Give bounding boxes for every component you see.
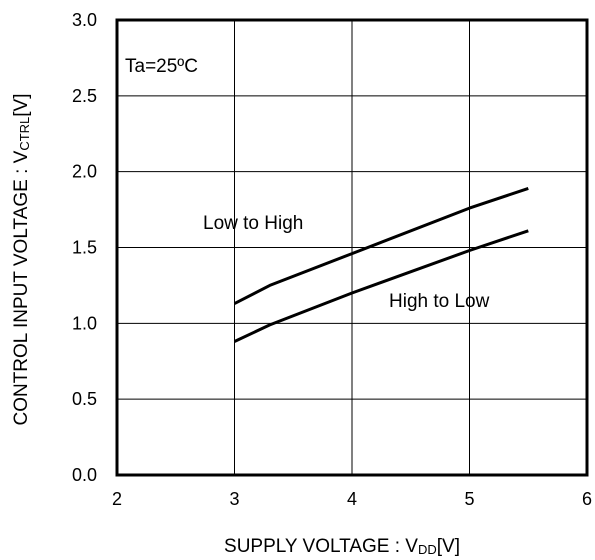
x-tick-label: 2 [112, 489, 122, 509]
y-tick-label: 0.0 [72, 465, 97, 485]
series-line-low-to-high [233, 186, 529, 305]
plot-frame [115, 18, 589, 477]
series-line-high-to-low [233, 229, 529, 343]
x-tick-label: 4 [347, 489, 357, 509]
x-axis-label-unit: [V] [437, 536, 460, 557]
y-axis-label: CONTROL INPUT VOLTAGE : VCTRL[V] [11, 93, 32, 425]
x-tick-label: 3 [229, 489, 239, 509]
x-tick-label: 5 [464, 489, 474, 509]
tick-labels: 2 3 4 5 6 0.0 0.5 1.0 1.5 2.0 2.5 3.0 [72, 10, 592, 509]
y-tick-label: 2.5 [72, 86, 97, 106]
y-tick-label: 1.5 [72, 238, 97, 258]
y-tick-label: 0.5 [72, 389, 97, 409]
x-axis-label-main: SUPPLY VOLTAGE : V [224, 536, 418, 557]
series-label-high-to-low: High to Low [389, 291, 490, 312]
grid [116, 19, 588, 476]
x-axis-label-subscript: DD [418, 542, 437, 557]
y-axis-label-unit: [V] [11, 93, 32, 116]
y-axis-label-main: CONTROL INPUT VOLTAGE : V [11, 150, 32, 425]
y-tick-label: 2.0 [72, 162, 97, 182]
series-label-low-to-high: Low to High [203, 213, 303, 234]
y-tick-label: 1.0 [72, 313, 97, 333]
y-tick-label: 3.0 [72, 10, 97, 30]
series-layer [233, 186, 529, 343]
x-tick-label: 6 [582, 489, 592, 509]
y-axis-label-subscript: CTRL [17, 117, 32, 151]
x-axis-label: SUPPLY VOLTAGE : VDD[V] [224, 536, 460, 557]
temperature-annotation: Ta=25ºC [125, 56, 198, 77]
